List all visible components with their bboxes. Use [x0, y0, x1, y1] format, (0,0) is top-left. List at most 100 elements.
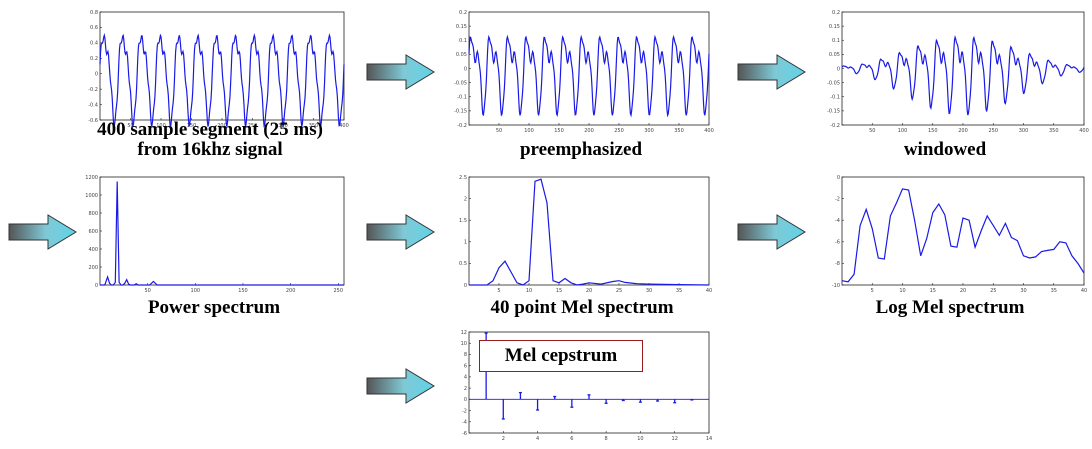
x-tick-label: 350 [309, 123, 319, 129]
y-tick-label: -8 [835, 261, 840, 267]
y-tick-label: 1000 [85, 193, 98, 199]
windowed-caption: windowed [903, 139, 987, 160]
y-tick-label: 0.2 [832, 10, 840, 16]
x-tick-label: 300 [644, 128, 654, 134]
y-tick-label: 12 [461, 330, 467, 336]
y-tick-label: 0 [464, 66, 467, 72]
y-tick-label: -0.4 [88, 102, 98, 108]
arrow-right-icon-svg [737, 214, 806, 250]
y-tick-label: -0.2 [88, 87, 98, 93]
preemphasized-caption: preemphasized [519, 139, 643, 160]
x-tick-label: 30 [646, 288, 652, 294]
series-line [469, 178, 710, 286]
plot-frame [468, 176, 710, 286]
x-tick-label: 400 [1079, 128, 1089, 134]
y-tick-label: -0.05 [454, 80, 467, 86]
y-tick-label: 0 [95, 283, 98, 289]
x-tick-label: 15 [556, 288, 562, 294]
y-tick-label: 4 [464, 375, 467, 381]
x-tick-label: 40 [1081, 288, 1087, 294]
y-tick-label: 1 [464, 240, 467, 246]
x-tick-label: 250 [988, 128, 998, 134]
y-tick-label: -10 [832, 283, 840, 289]
x-tick-label: 4 [536, 436, 539, 442]
y-tick-label: -0.1 [457, 95, 467, 101]
segment-caption-line2: from 16khz signal [137, 139, 283, 160]
x-tick-label: 250 [614, 128, 624, 134]
x-tick-label: 350 [674, 128, 684, 134]
y-tick-label: -4 [462, 420, 467, 426]
x-tick-label: 20 [960, 288, 966, 294]
arrow-right-icon-svg [8, 214, 77, 250]
x-tick-label: 400 [339, 123, 349, 129]
x-tick-label: 8 [605, 436, 608, 442]
preemphasized-plot-svg: 50 100 150 200 250 300 350 400 0.2 0.15 0.1 0.05 0 -0… [454, 10, 714, 134]
logmel-plot-svg: 5 10 15 20 25 30 35 40 0 -2 -4 -6 -8 -10 [832, 175, 1087, 294]
power-caption: Power spectrum [147, 297, 281, 318]
x-tick-label: 200 [286, 288, 296, 294]
y-tick-label: 0 [464, 397, 467, 403]
plot-frame [841, 11, 1085, 126]
x-tick-label: 200 [217, 123, 227, 129]
x-tick-label: 20 [586, 288, 592, 294]
arrow-right-icon-svg [366, 214, 435, 250]
y-tick-label: 0.5 [459, 261, 467, 267]
x-tick-label: 12 [672, 436, 678, 442]
y-tick-label: -2 [462, 408, 467, 414]
y-tick-label: 400 [88, 247, 98, 253]
x-tick-label: 250 [248, 123, 258, 129]
x-tick-label: 400 [704, 128, 714, 134]
x-tick-label: 15 [930, 288, 936, 294]
preemphasized-plot: 50 100 150 200 250 300 350 400 0.2 0.15 0.1 0.05 0 -0… [447, 8, 715, 135]
arrow-right-icon [8, 214, 78, 250]
x-tick-label: 50 [869, 128, 875, 134]
x-tick-label: 200 [958, 128, 968, 134]
y-tick-label: 0.6 [90, 25, 98, 31]
x-tick-label: 50 [127, 123, 133, 129]
y-tick-label: 0.15 [829, 24, 840, 30]
series-line [100, 181, 344, 286]
segment-plot-svg: 50 100 150 200 250 300 350 4000.80.60.40.20-0.2… [88, 10, 349, 129]
y-tick-label: 0.15 [456, 24, 467, 30]
x-tick-label: 200 [584, 128, 594, 134]
x-tick-label: 100 [156, 123, 166, 129]
y-tick-label: -6 [462, 431, 467, 437]
x-tick-label: 40 [706, 288, 712, 294]
arrow-right-icon [737, 214, 807, 250]
x-tick-label: 300 [1019, 128, 1029, 134]
y-tick-label: -2 [835, 196, 840, 202]
y-tick-label: 0.05 [829, 52, 840, 58]
y-tick-label: 2 [464, 386, 467, 392]
y-tick-label: 2 [464, 196, 467, 202]
y-tick-label: 10 [461, 341, 467, 347]
x-tick-label: 35 [1051, 288, 1057, 294]
x-tick-label: 10 [637, 436, 643, 442]
x-tick-label: 150 [238, 288, 248, 294]
y-tick-label: -4 [835, 218, 840, 224]
x-tick-label: 14 [706, 436, 712, 442]
plot-frame [841, 176, 1085, 286]
y-tick-label: 1.5 [459, 218, 467, 224]
mel-plot: 5 10 15 20 25 30 35 40 2.5 2 1.5 1 0.5 0 [447, 173, 715, 295]
arrow-right-icon-svg [366, 368, 435, 404]
y-tick-label: 0.1 [832, 38, 840, 44]
segment-caption-line1: 400 sample segment (25 ms) [97, 119, 323, 140]
y-tick-label: -0.2 [830, 123, 840, 129]
y-tick-label: -0.1 [830, 95, 840, 101]
x-tick-label: 5 [871, 288, 874, 294]
x-tick-label: 35 [676, 288, 682, 294]
x-tick-label: 150 [187, 123, 197, 129]
y-tick-label: 1200 [85, 175, 98, 181]
x-tick-label: 100 [524, 128, 534, 134]
windowed-plot: 50 100 150 200 250 300 350 400 0.2 0.15 0.1 0.05 0 -0… [820, 8, 1090, 135]
y-tick-label: 0.05 [456, 52, 467, 58]
y-tick-label: 0 [837, 175, 840, 181]
cepstrum-label: Mel cepstrum [504, 345, 618, 366]
y-tick-label: 0.1 [459, 38, 467, 44]
x-tick-label: 2 [502, 436, 505, 442]
cepstrum-label-box: Mel cepstrum [479, 340, 643, 372]
mel-plot-svg: 5 10 15 20 25 30 35 40 2.5 2 1.5 1 0.5 0 [459, 175, 712, 294]
series-line [841, 34, 1085, 116]
x-tick-label: 100 [191, 288, 201, 294]
y-tick-label: 0.2 [459, 10, 467, 16]
